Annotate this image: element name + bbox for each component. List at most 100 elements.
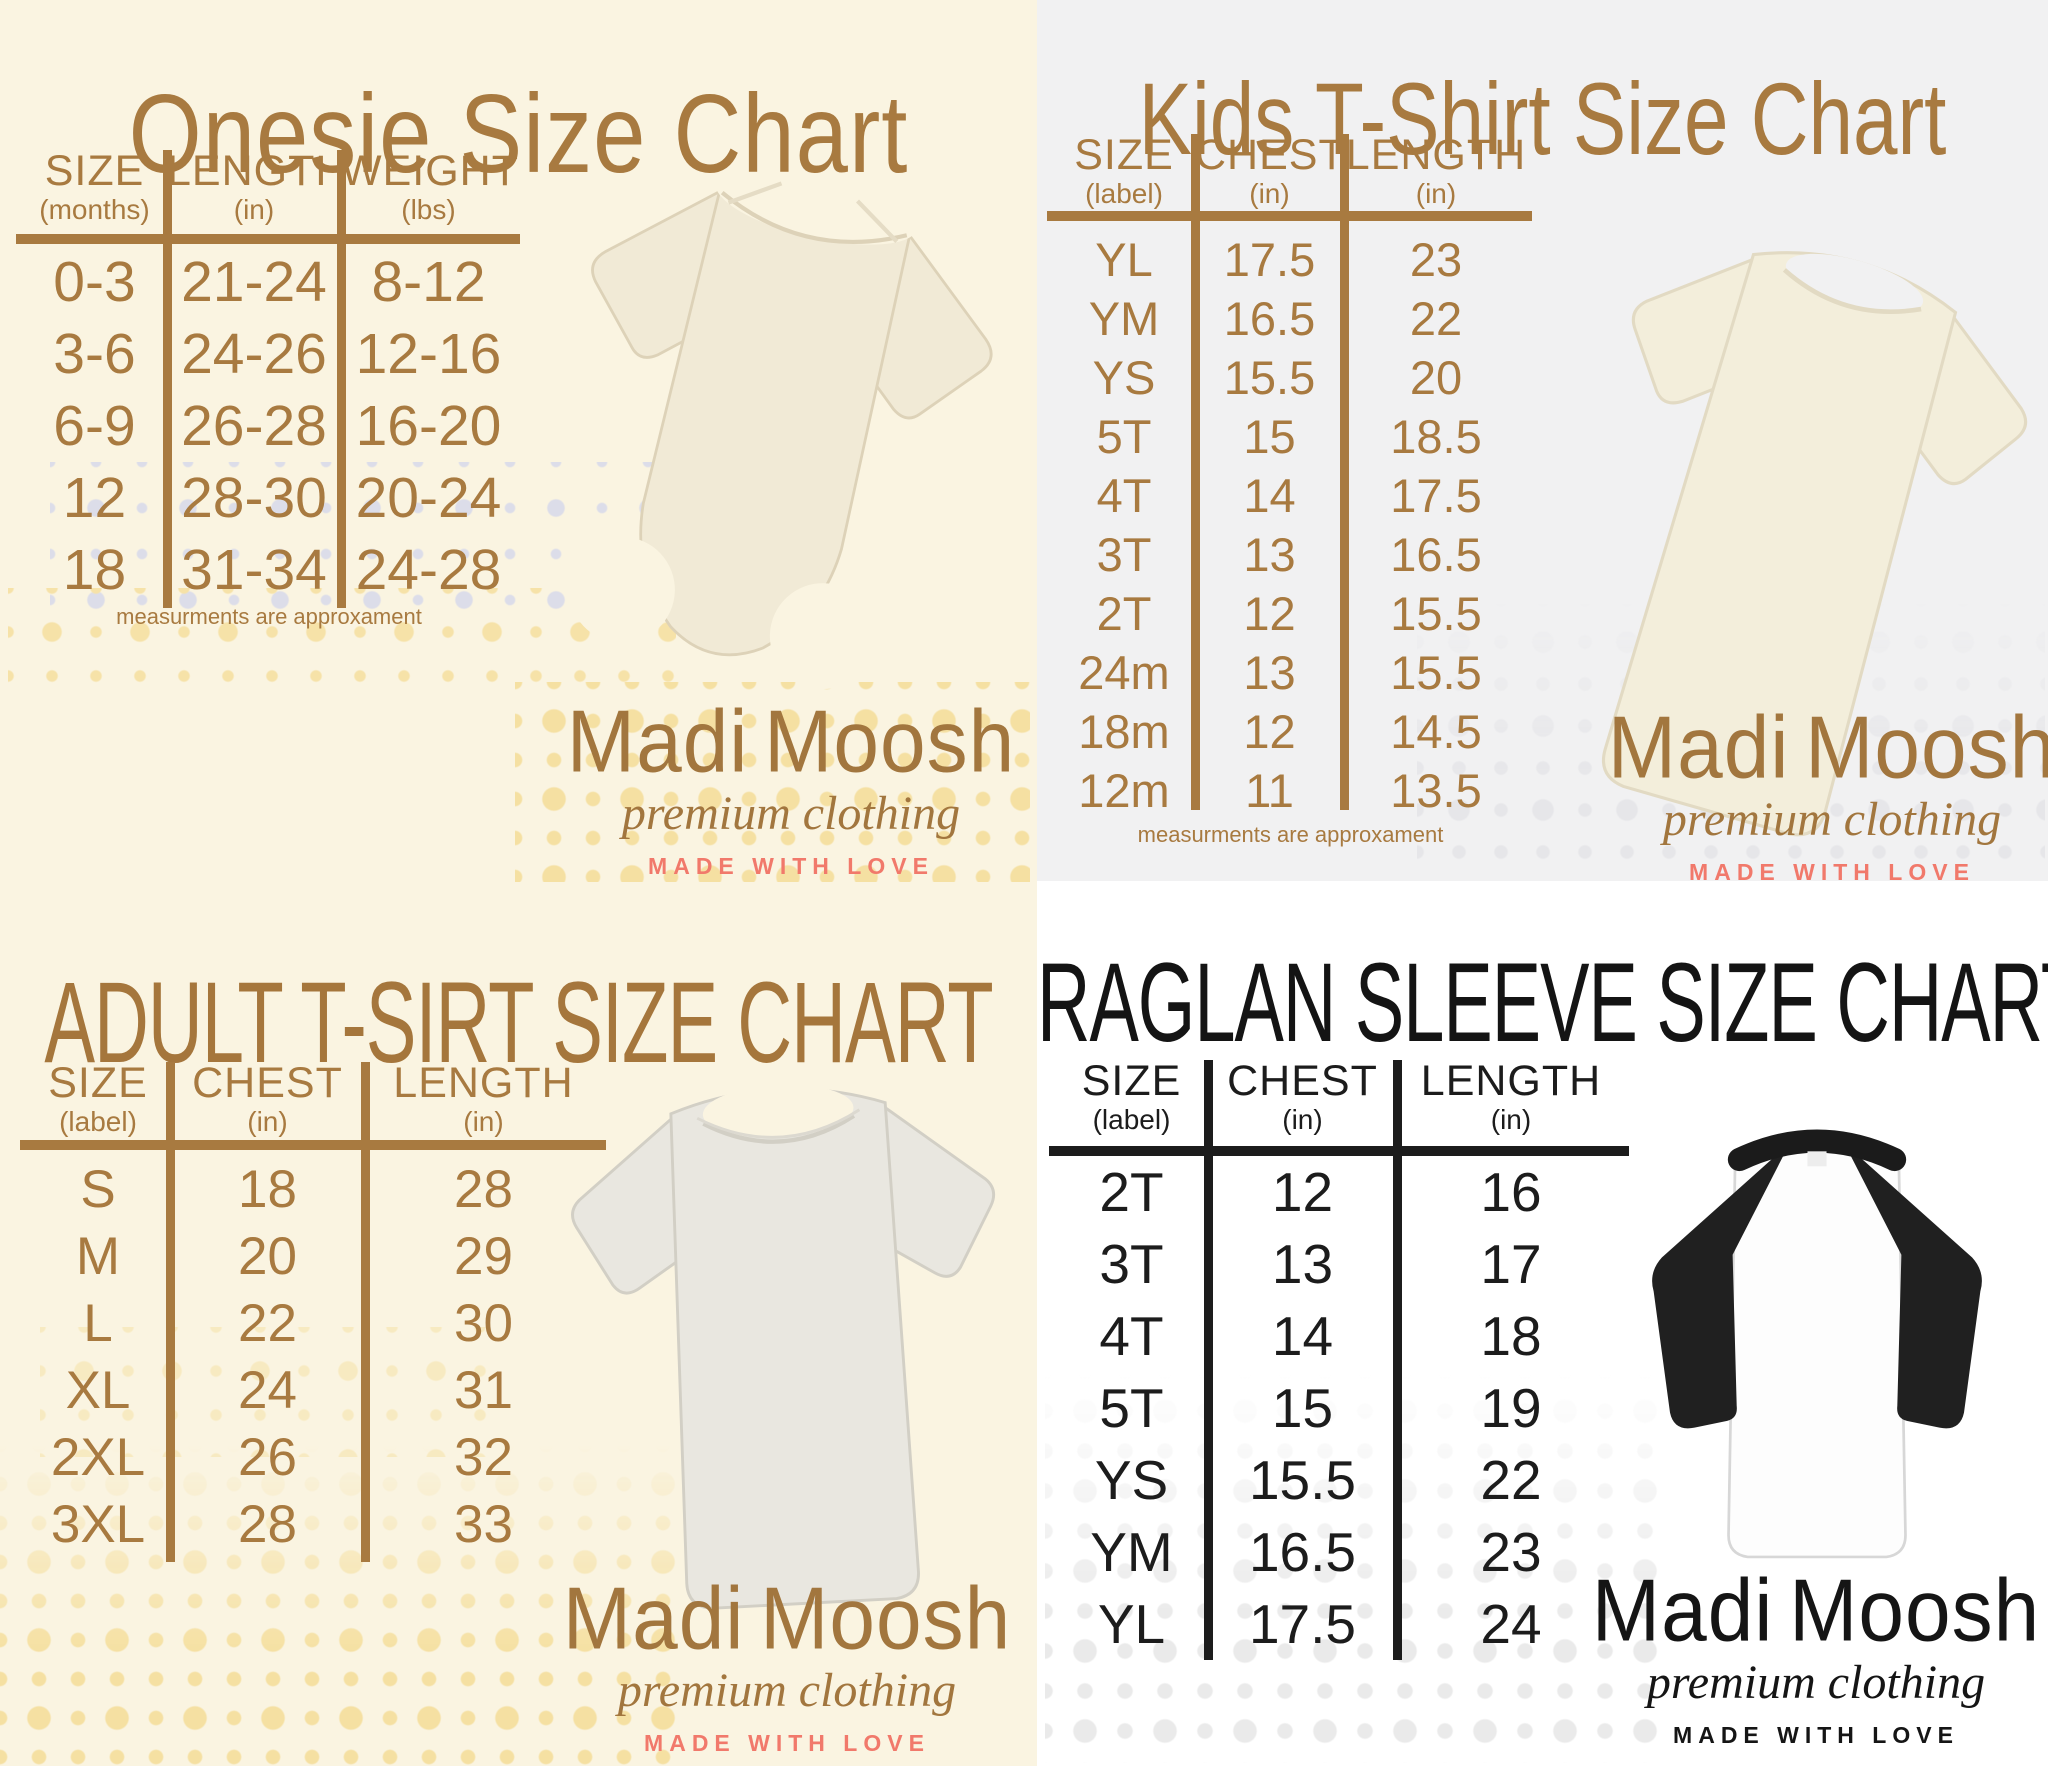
table-cell: 0-3: [53, 249, 136, 314]
table-cell: 15: [1243, 410, 1296, 463]
table-cell: 26: [238, 1428, 297, 1487]
table-cell: 23: [1480, 1520, 1542, 1583]
table-row: YM 16.5 23: [1055, 1516, 1625, 1588]
table-cell: 12: [1243, 705, 1296, 758]
halftone-dots: [1045, 1371, 1665, 1763]
column-unit: (label): [1092, 1104, 1171, 1135]
table-cell: 15.5: [1223, 351, 1316, 404]
table-cell: 14.5: [1390, 705, 1482, 758]
column-unit: (in): [247, 1106, 288, 1137]
table-row: 3XL 28 33: [26, 1491, 602, 1558]
brand-name: Madi Moosh: [1591, 1561, 2041, 1660]
table-header: SIZE (months) LENGTH (in) WEIGHT (lbs): [22, 147, 519, 225]
chart-title: Kids T-Shirt Size Chart: [1138, 61, 1947, 176]
table-cell: 32: [454, 1428, 513, 1487]
table-cell: 24-28: [355, 537, 502, 602]
table-header: SIZE (label) CHEST (in) LENGTH (in): [1055, 1060, 1625, 1134]
table-row: 18 31-34 24-28: [22, 534, 516, 606]
table-cell: 20: [238, 1227, 297, 1286]
brand-motto: MADE WITH LOVE: [1673, 1722, 1959, 1748]
column-unit: (lbs): [401, 194, 456, 225]
table-divider: [361, 1062, 370, 1562]
table-cell: 31-34: [181, 537, 327, 602]
table-row: 4T 14 18: [1055, 1300, 1625, 1372]
table-divider: [166, 1062, 175, 1562]
table-divider: [1393, 1060, 1402, 1660]
brand-logo: Madi Moosh premium clothing MADE WITH LO…: [548, 1574, 1026, 1757]
table-cell: 8-12: [371, 249, 486, 314]
column-header: WEIGHT: [341, 147, 519, 195]
table-row: 3-6 24-26 12-16: [22, 318, 516, 390]
brand-logo: Madi Moosh premium clothing MADE WITH LO…: [1577, 1561, 2048, 1749]
table-cell: 20-24: [355, 465, 502, 530]
halftone-dots: [40, 1327, 500, 1457]
table-cell: 18.5: [1390, 410, 1482, 463]
table-rule: [16, 234, 520, 244]
table-row: 5T 15 18.5: [1053, 407, 1528, 466]
table-cell: 13.5: [1390, 764, 1482, 817]
table-cell: 3XL: [50, 1495, 146, 1554]
table-cell: 13: [1271, 1232, 1334, 1295]
table-row: 2XL 26 32: [26, 1424, 602, 1491]
table-body: YL 17.5 23 YM 16.5 22 YS 15.5 20 5T 15 18.5 4T 14 17.5…: [1053, 230, 1528, 820]
table-cell: 15.5: [1390, 587, 1482, 640]
table-cell: YM: [1088, 292, 1160, 345]
column-unit: (in): [1282, 1104, 1323, 1135]
table-cell: 26-28: [181, 393, 327, 458]
brand-tagline: premium clothing: [617, 1664, 957, 1717]
table-cell: 4T: [1099, 1304, 1164, 1367]
table-cell: 16-20: [355, 393, 502, 458]
kids-tshirt-photo: [1601, 251, 2028, 837]
column-unit: (in): [1415, 178, 1457, 209]
table-row: 3T 13 16.5: [1053, 525, 1528, 584]
table-cell: 14: [1271, 1304, 1334, 1367]
table-cell: 15: [1271, 1376, 1334, 1439]
table-cell: 3T: [1099, 1232, 1164, 1295]
table-cell: 23: [1409, 233, 1463, 286]
table-divider: [1204, 1060, 1213, 1660]
table-cell: 16.5: [1248, 1520, 1357, 1583]
table-row: 6-9 26-28 16-20: [22, 390, 516, 462]
table-cell: 22: [1480, 1448, 1542, 1511]
column-unit: (in): [463, 1106, 504, 1137]
table-body: 0-3 21-24 8-12 3-6 24-26 12-16 6-9 26-28 16-20 12…: [22, 246, 516, 606]
table-row: 12 28-30 20-24: [22, 462, 516, 534]
brand-motto: MADE WITH LOVE: [644, 1730, 930, 1756]
column-unit: (months): [39, 194, 150, 225]
table-cell: 2T: [1099, 1160, 1164, 1223]
table-cell: 12-16: [355, 321, 502, 386]
column-unit: (in): [1490, 1104, 1532, 1135]
table-cell: 22: [1409, 292, 1463, 345]
onesie-photo: [569, 166, 993, 690]
size-table: SIZE (label) CHEST (in) LENGTH (in) 2T 12 16 3…: [1049, 1060, 1629, 1660]
footnote: measurments are approxament: [1137, 822, 1444, 847]
table-cell: 12m: [1078, 764, 1170, 817]
table-cell: 28-30: [181, 465, 327, 530]
brand-tagline: premium clothing: [1646, 1656, 1986, 1709]
column-unit: (label): [59, 1106, 137, 1137]
column-header: SIZE: [1074, 131, 1174, 179]
size-table: SIZE (label) CHEST (in) LENGTH (in) YL 17.5 2…: [1047, 131, 1532, 814]
table-cell: 4T: [1096, 469, 1152, 522]
table-cell: 18: [62, 537, 127, 602]
table-divider: [337, 150, 346, 608]
table-cell: 13: [1243, 646, 1296, 699]
raglan-shirt-photo: [1652, 1129, 1982, 1559]
table-cell: 33: [454, 1495, 513, 1554]
table-row: YS 15.5 20: [1053, 348, 1528, 407]
size-table: SIZE (months) LENGTH (in) WEIGHT (lbs) 0-3 2…: [16, 147, 520, 608]
halftone-dots: [0, 1445, 690, 1766]
table-row: 2T 12 16: [1055, 1156, 1625, 1228]
table-cell: 6-9: [53, 393, 136, 458]
table-row: S 18 28: [26, 1156, 602, 1223]
footnote: measurments are approxament: [116, 604, 422, 629]
table-header: SIZE (label) CHEST (in) LENGTH (in): [26, 1062, 602, 1136]
column-header: SIZE: [1081, 1057, 1182, 1105]
table-divider: [1191, 134, 1200, 810]
table-cell: 29: [454, 1227, 513, 1286]
table-row: M 20 29: [26, 1223, 602, 1290]
brand-name: Madi Moosh: [566, 692, 1016, 791]
brand-motto: MADE WITH LOVE: [648, 853, 934, 879]
raglan-sleeve-size-chart-panel: RAGLAN SLEEVE SIZE CHART SIZE (label) CHE…: [1037, 881, 2048, 1766]
halftone-dots: [515, 682, 1030, 882]
